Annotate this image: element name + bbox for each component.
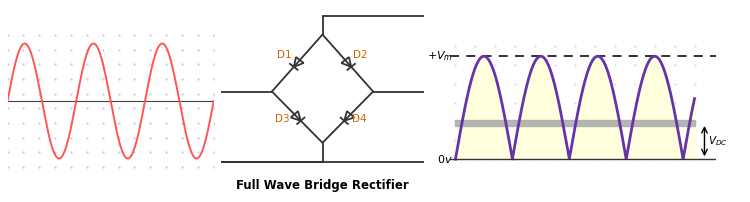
Text: D1: D1 [277, 50, 292, 60]
Text: D3: D3 [275, 114, 290, 124]
Text: $+V_m$: $+V_m$ [427, 49, 453, 63]
Text: $V_{DC}$: $V_{DC}$ [708, 134, 728, 148]
Text: D4: D4 [352, 114, 367, 124]
Text: Full Wave Bridge Rectifier: Full Wave Bridge Rectifier [236, 179, 409, 192]
Text: D2: D2 [352, 50, 368, 60]
Text: $0v$: $0v$ [437, 153, 453, 165]
